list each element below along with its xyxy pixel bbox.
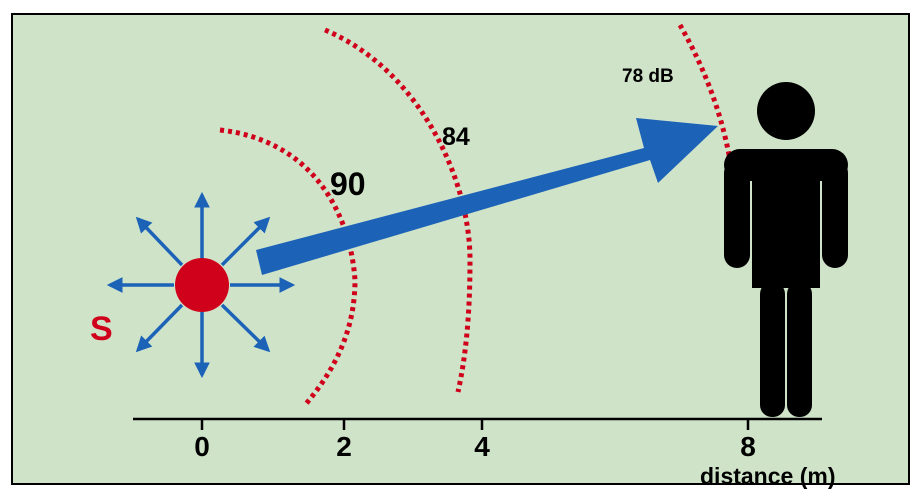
radiation-arrow-icon xyxy=(220,303,271,353)
wavefront-label-90: 90 xyxy=(330,166,366,202)
wavefront-84 xyxy=(324,27,473,393)
axis-tick-label: 0 xyxy=(194,431,210,462)
radiation-arrow-icon xyxy=(220,216,271,267)
axis-title: distance (m) xyxy=(700,463,835,489)
axis-tick-labels: 0 2 4 8 xyxy=(194,431,756,462)
axis-tick-label: 2 xyxy=(336,431,352,462)
radiation-arrows xyxy=(106,191,296,379)
radiation-arrow-icon xyxy=(135,216,184,267)
wavefront-90 xyxy=(219,127,358,407)
sound-source-icon xyxy=(175,258,229,312)
distance-axis xyxy=(133,417,822,430)
propagation-arrow-icon xyxy=(256,118,718,275)
wavefronts xyxy=(219,23,733,407)
wavefront-78 xyxy=(677,23,733,161)
radiation-arrow-icon xyxy=(135,303,184,353)
source-label: S xyxy=(90,310,113,348)
axis-tick-label: 8 xyxy=(740,431,756,462)
wavefront-label-78: 78 dB xyxy=(622,66,674,87)
axis-tick-label: 4 xyxy=(474,431,490,462)
wavefront-label-84: 84 xyxy=(442,123,470,151)
person-icon xyxy=(724,82,848,417)
